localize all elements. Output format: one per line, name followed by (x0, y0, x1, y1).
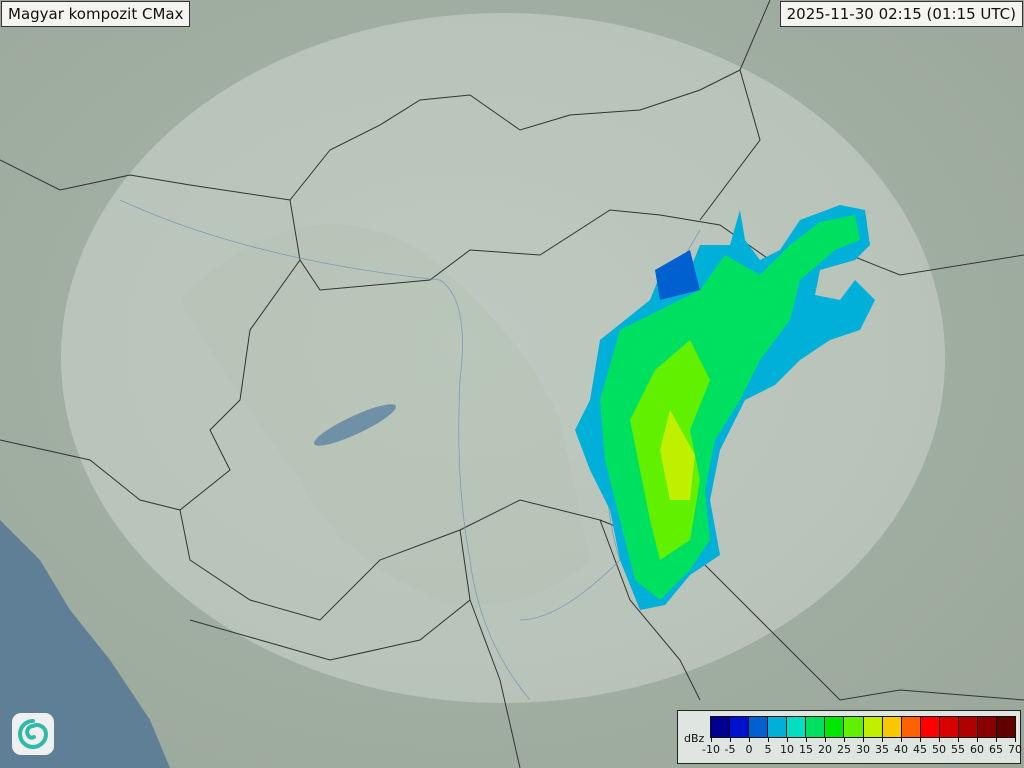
dbz-color-legend: dBz -10 -5 0 5 10 15 20 25 30 35 40 45 50 55 60 65 70 (677, 710, 1022, 764)
legend-tick (901, 737, 902, 742)
legend-swatch (958, 717, 978, 737)
product-title: Magyar kompozit CMax (1, 1, 191, 27)
legend-tick (920, 737, 921, 742)
legend-tick (825, 737, 826, 742)
legend-tick-label: 65 (989, 743, 1003, 756)
legend-tick-label: 5 (764, 743, 772, 756)
legend-tick-label: 40 (894, 743, 908, 756)
legend-tick-label: 55 (951, 743, 965, 756)
legend-tick (958, 737, 959, 742)
legend-swatch (768, 717, 788, 737)
legend-tick-label: -10 (702, 743, 720, 756)
legend-tick-label: -5 (724, 743, 736, 756)
legend-swatch (996, 717, 1015, 737)
legend-tick-label: 10 (780, 743, 794, 756)
legend-tick (749, 737, 750, 742)
swirl-logo-icon (12, 713, 54, 755)
legend-tick (1015, 737, 1016, 742)
legend-unit: dBz (684, 732, 705, 745)
legend-tick (939, 737, 940, 742)
legend-tick-label: 30 (856, 743, 870, 756)
legend-tick (787, 737, 788, 742)
legend-tick-label: 15 (799, 743, 813, 756)
legend-tick-label: 20 (818, 743, 832, 756)
legend-tick (768, 737, 769, 742)
legend-swatch (711, 717, 731, 737)
legend-tick-label: 45 (913, 743, 927, 756)
legend-swatch (977, 717, 997, 737)
legend-tick (996, 737, 997, 742)
legend-tick-label: 50 (932, 743, 946, 756)
legend-swatch (882, 717, 902, 737)
legend-swatch (749, 717, 769, 737)
legend-tick-label: 0 (745, 743, 753, 756)
legend-tick-label: 60 (970, 743, 984, 756)
legend-swatch (825, 717, 845, 737)
legend-tick (730, 737, 731, 742)
legend-tick-label: 70 (1008, 743, 1022, 756)
legend-swatch (863, 717, 883, 737)
legend-color-bar (710, 716, 1016, 738)
legend-swatch (920, 717, 940, 737)
radar-echo (575, 205, 875, 610)
legend-swatch (787, 717, 807, 737)
legend-swatch (730, 717, 750, 737)
legend-tick-label: 35 (875, 743, 889, 756)
legend-tick (806, 737, 807, 742)
legend-swatch (939, 717, 959, 737)
adriatic-sea (0, 520, 170, 768)
legend-swatch (901, 717, 921, 737)
legend-tick (882, 737, 883, 742)
legend-tick (711, 737, 712, 742)
legend-tick-label: 25 (837, 743, 851, 756)
legend-swatch (844, 717, 864, 737)
legend-tick (844, 737, 845, 742)
lake-balaton (314, 404, 396, 446)
legend-swatch (806, 717, 826, 737)
legend-tick (977, 737, 978, 742)
timestamp-label: 2025-11-30 02:15 (01:15 UTC) (779, 1, 1023, 27)
legend-tick (863, 737, 864, 742)
